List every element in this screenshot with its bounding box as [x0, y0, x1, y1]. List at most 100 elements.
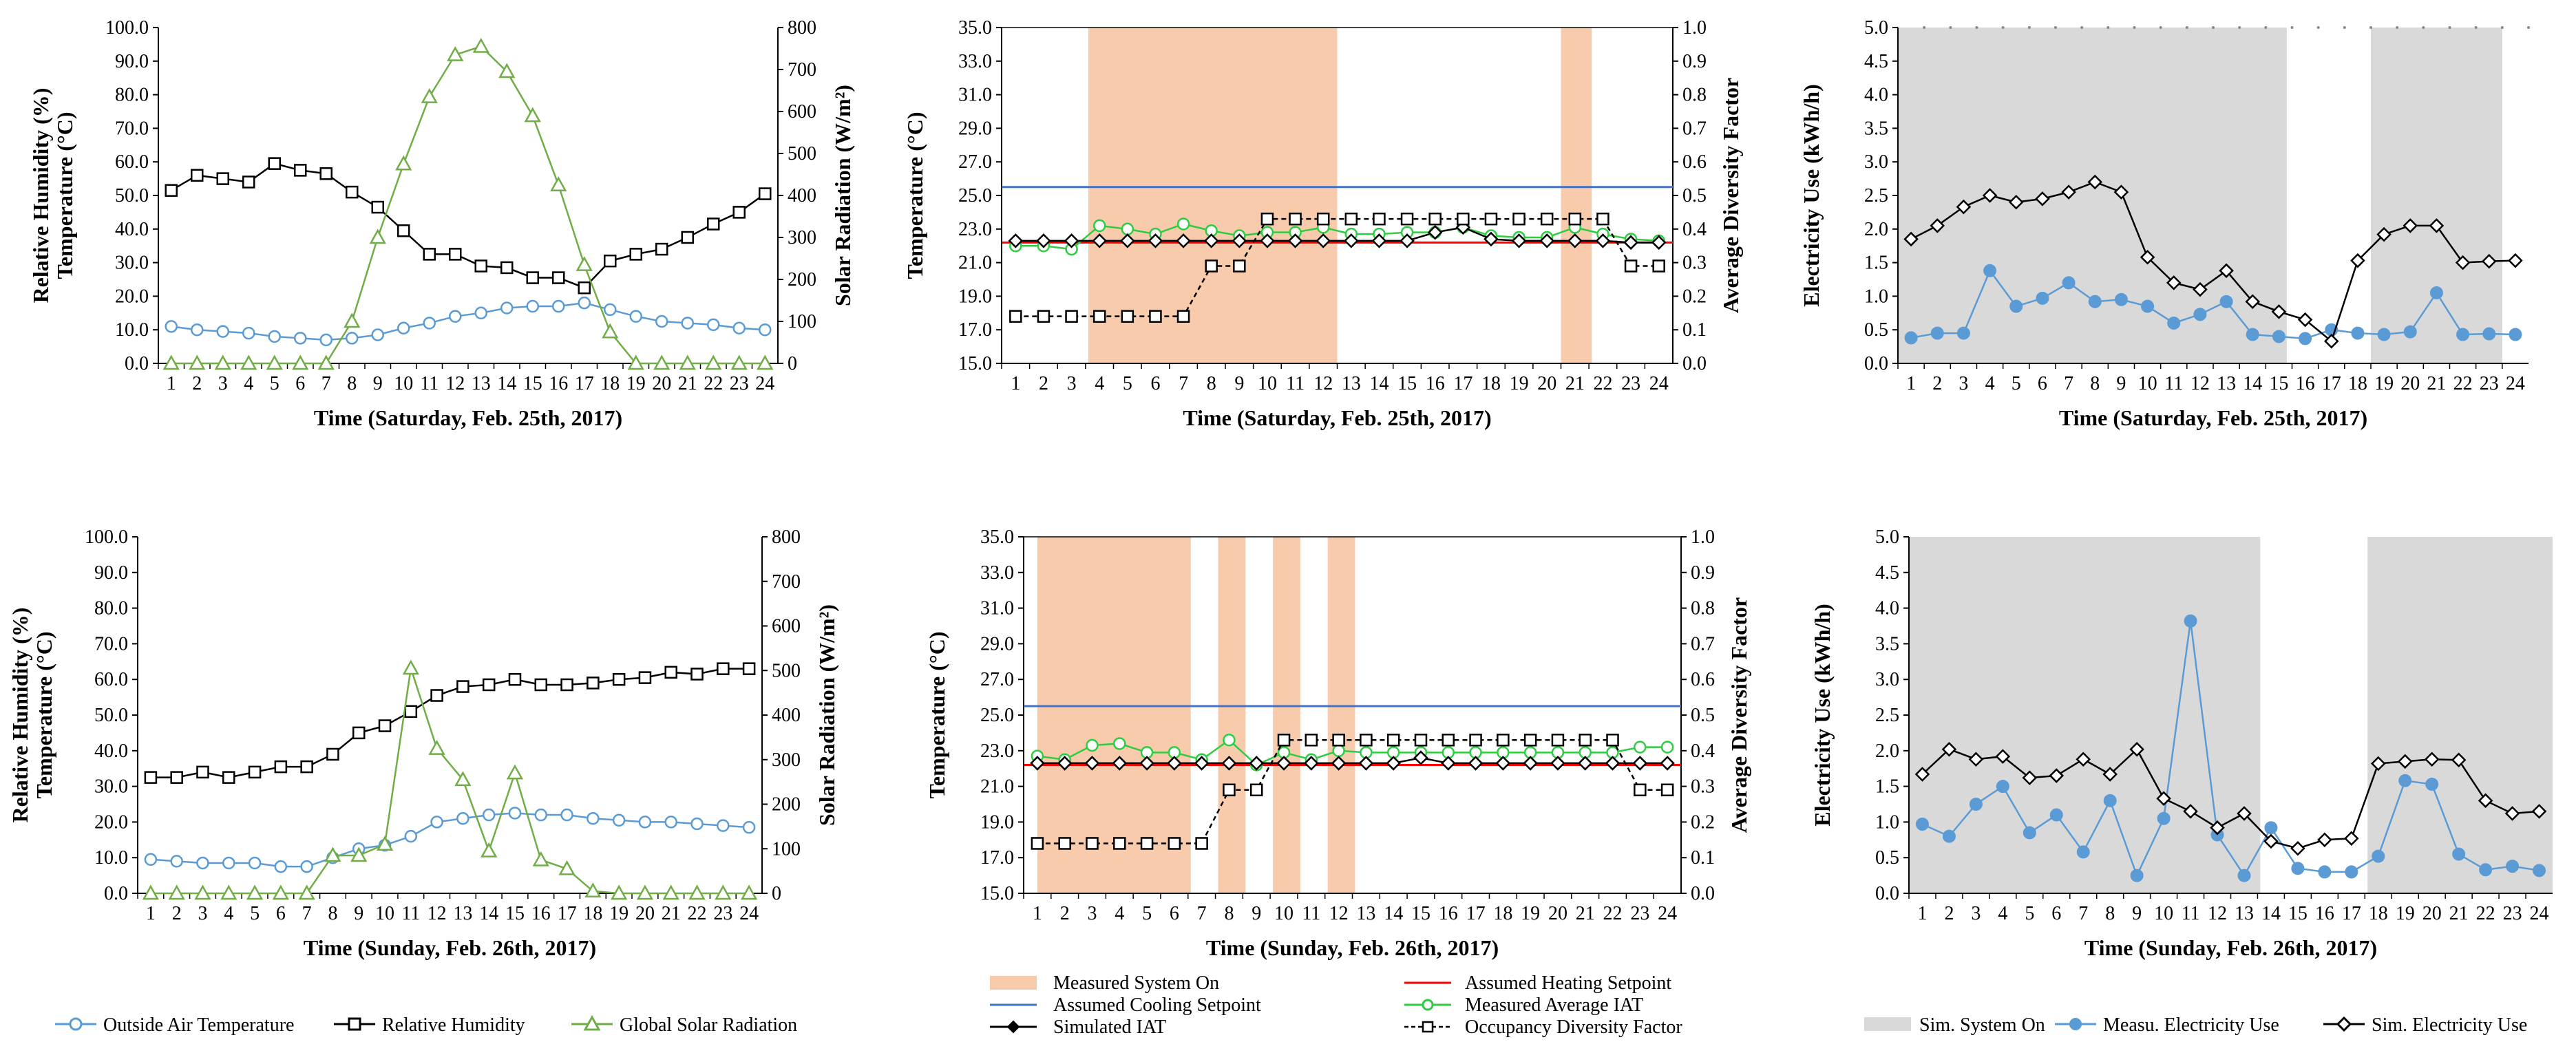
- legend-marker-simulated-iat: [1006, 1020, 1020, 1034]
- series-outside-air-temperature-point: [319, 333, 332, 347]
- series-outside-air-temperature-point: [664, 816, 677, 829]
- series-simulated-iat-point: [1232, 233, 1247, 248]
- series-occupancy-diversity-factor-point: [1058, 837, 1071, 850]
- series-measu-electricity-use-point: [2506, 860, 2520, 873]
- series-relative-humidity-point: [690, 668, 704, 681]
- y2-tick-label: 0.4: [1682, 219, 1707, 240]
- y-tick-label: 21.0: [980, 776, 1014, 798]
- series-measu-electricity-use-point: [2533, 864, 2546, 877]
- series-sim-electricity-use-point: [1903, 231, 1919, 247]
- series-measu-electricity-use-point: [2103, 794, 2117, 807]
- series-measu-electricity-use-point: [2403, 325, 2417, 339]
- y2-tick-label: 0: [788, 353, 797, 374]
- series-simulated-iat-point: [1495, 756, 1511, 771]
- x-tick-label: 4: [224, 903, 233, 924]
- series-sim-electricity-use-point: [2049, 768, 2065, 783]
- top-dot: [2001, 26, 2005, 29]
- top-dot: [2159, 26, 2162, 29]
- chart-iat_sat: 15.017.019.021.023.025.027.029.031.033.0…: [902, 17, 1743, 430]
- series-measu-electricity-use-point: [2141, 299, 2155, 313]
- y-tick-label: 100.0: [105, 17, 149, 39]
- y2-tick-label: 800: [788, 17, 816, 39]
- x-tick-label: 9: [354, 903, 363, 924]
- y-tick-label: 35.0: [980, 526, 1014, 548]
- series-global-solar-radiation-point: [246, 884, 264, 900]
- series-simulated-iat-point: [1539, 233, 1554, 248]
- series-global-solar-radiation-point: [421, 88, 438, 103]
- series-outside-air-temperature-point: [397, 321, 410, 335]
- y-tick-label: 50.0: [115, 185, 149, 206]
- series-occupancy-diversity-factor-point: [1305, 734, 1318, 747]
- series-relative-humidity-point: [248, 765, 262, 779]
- series-simulated-iat-point: [1651, 235, 1667, 251]
- legend-label-outside-air-temp: Outside Air Temperature: [103, 1014, 294, 1036]
- y-tick-label: 3.0: [1864, 151, 1888, 173]
- series-relative-humidity-point: [664, 666, 677, 679]
- series-simulated-iat-point: [1523, 756, 1538, 771]
- y-tick-label: 27.0: [980, 669, 1014, 690]
- x-tick-label: 24: [2530, 903, 2549, 924]
- series-measu-electricity-use-point: [2076, 845, 2090, 859]
- y-tick-label: 15.0: [980, 883, 1014, 904]
- series-simulated-iat-point: [1167, 756, 1182, 771]
- x-tick-label: 9: [1234, 373, 1244, 394]
- top-dot: [1923, 26, 1926, 29]
- series-sim-electricity-use-point: [1982, 188, 1998, 203]
- series-global-solar-radiation-point: [214, 354, 231, 370]
- series-outside-air-temperature-point: [560, 808, 573, 822]
- y2-tick-label: 0.8: [1691, 598, 1715, 619]
- series-measu-electricity-use-point: [2482, 327, 2496, 341]
- legend-label-relative-humidity: Relative Humidity: [382, 1014, 525, 1036]
- series-outside-air-temperature-point: [732, 321, 746, 335]
- series-outside-air-temperature-point: [742, 820, 756, 834]
- y-tick-label: 3.5: [1875, 633, 1899, 655]
- series-measured-average-iat-point: [1092, 219, 1106, 233]
- series-measu-electricity-use-point: [2299, 332, 2312, 345]
- x-tick-label: 8: [328, 903, 337, 924]
- top-dot: [2264, 26, 2268, 29]
- series-outside-air-temperature-point: [456, 811, 469, 825]
- series-simulated-iat-point: [1400, 233, 1415, 248]
- series-measured-average-iat-point: [1332, 744, 1345, 758]
- series-global-solar-radiation-point: [266, 354, 283, 370]
- series-simulated-iat-point: [1468, 756, 1484, 771]
- series-outside-air-temperature-point: [552, 299, 565, 313]
- x-tick-label: 22: [2476, 903, 2495, 924]
- x-tick-label: 24: [2506, 373, 2525, 394]
- y-tick-label: 33.0: [980, 562, 1014, 584]
- x-axis-title: Time (Saturday, Feb. 25th, 2017): [314, 405, 622, 430]
- system-on-band: [1898, 28, 2287, 363]
- series-measu-electricity-use-point: [1996, 780, 2009, 794]
- x-tick-label: 23: [2480, 373, 2499, 394]
- series-sim-electricity-use-point: [2531, 804, 2547, 819]
- series-occupancy-diversity-factor-point: [1031, 837, 1044, 850]
- chart-iat_sun: 15.017.019.021.023.025.027.029.031.033.0…: [925, 526, 1751, 960]
- top-dot: [2054, 26, 2057, 29]
- series-outside-air-temperature-point: [655, 315, 668, 328]
- series-occupancy-diversity-factor-point: [1149, 310, 1162, 323]
- chart-elec_sat: 0.00.51.01.52.02.53.03.54.04.55.01 2 3 4 5 6 7…: [1799, 17, 2530, 430]
- y-tick-label: 4.0: [1864, 85, 1888, 106]
- series-global-solar-radiation-point: [240, 354, 257, 370]
- series-occupancy-diversity-factor-point: [1249, 783, 1263, 797]
- x-tick-label: 14: [479, 903, 498, 924]
- series-measu-electricity-use-point: [2456, 328, 2470, 341]
- y2-tick-label: 0.0: [1682, 353, 1707, 374]
- x-tick-label: 12: [1313, 373, 1333, 394]
- x-tick-label: 21: [2449, 903, 2469, 924]
- series-measured-average-iat-point: [1176, 217, 1190, 231]
- series-sim-electricity-use-point: [2210, 820, 2225, 836]
- x-tick-label: 23: [713, 903, 732, 924]
- system-on-band: [2367, 537, 2553, 893]
- x-tick-label: 4: [1985, 373, 1995, 394]
- series-relative-humidity-point: [629, 248, 642, 261]
- series-outside-air-temperature-line: [171, 301, 766, 341]
- y2-tick-label: 100: [788, 311, 816, 332]
- y-tick-label: 23.0: [980, 741, 1014, 762]
- series-global-solar-radiation-point: [168, 884, 185, 900]
- y-tick-label: 90.0: [94, 562, 128, 584]
- series-measu-electricity-use-point: [2167, 316, 2181, 330]
- series-outside-air-temperature-point: [216, 325, 229, 338]
- series-measu-electricity-use-point: [2130, 869, 2144, 882]
- legend-label-sim-system-on: Sim. System On: [1919, 1014, 2045, 1036]
